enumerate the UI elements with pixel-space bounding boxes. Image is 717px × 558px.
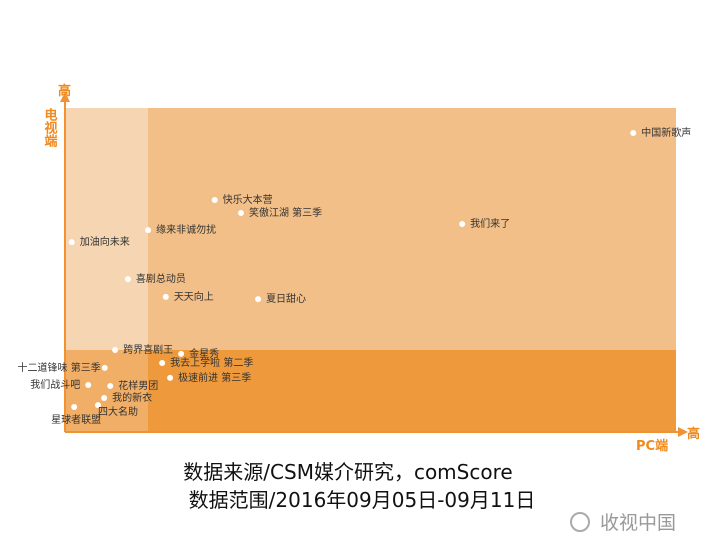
- point-label: 喜剧总动员: [136, 272, 186, 285]
- point: [124, 276, 131, 283]
- zone-bottom: [148, 350, 676, 432]
- point: [178, 350, 185, 357]
- point: [145, 227, 152, 234]
- point-label: 极速前进 第三季: [178, 371, 251, 384]
- point-label: 花样男团: [118, 379, 158, 392]
- point-label: 笑傲江湖 第三季: [249, 206, 322, 219]
- point: [167, 374, 174, 381]
- point: [94, 402, 101, 409]
- point: [255, 296, 262, 303]
- source-note: 数据来源/CSM媒介研究，comScore: [183, 460, 512, 484]
- point-label: 快乐大本营: [223, 193, 273, 206]
- x-axis-label: PC端: [636, 438, 668, 454]
- x-arrow: [678, 427, 688, 437]
- point-label: 天天向上: [174, 290, 214, 303]
- point: [112, 347, 119, 354]
- point-label: 加油向未来: [80, 235, 130, 248]
- point-label: 十二道锋味 第三季: [18, 361, 101, 374]
- point: [211, 197, 218, 204]
- point-label: 我们战斗吧: [30, 378, 80, 391]
- y-arrow: [60, 92, 70, 102]
- point-label: 我的新衣: [112, 391, 152, 404]
- point: [68, 239, 75, 246]
- point: [107, 382, 114, 389]
- point: [459, 220, 466, 227]
- y-axis-label: 电视端: [42, 107, 58, 148]
- x-high-label: 高: [687, 426, 700, 442]
- point-label: 金星秀: [189, 347, 219, 360]
- point-label: 中国新歌声: [641, 126, 691, 139]
- point: [71, 404, 78, 411]
- point: [162, 293, 169, 300]
- point-label: 我们来了: [470, 217, 510, 230]
- point-label: 跨界喜剧王: [123, 343, 173, 356]
- point: [237, 209, 244, 216]
- zone-left: [65, 108, 148, 350]
- point-label: 缘来非诚勿扰: [156, 223, 216, 236]
- point: [159, 359, 166, 366]
- point-label: 星球者联盟: [51, 413, 101, 426]
- point: [85, 382, 92, 389]
- range-note: 数据范围/2016年09月05日-09月11日: [189, 488, 536, 512]
- point: [101, 394, 108, 401]
- point-label: 我去上学啦 第二季: [170, 356, 253, 369]
- point: [630, 129, 637, 136]
- point-label: 夏日甜心: [266, 292, 306, 305]
- watermark: 收视中国: [600, 512, 676, 534]
- zone-corner: [65, 350, 148, 432]
- watermark-icon: [570, 512, 590, 532]
- point: [101, 364, 108, 371]
- y-high-label: 高: [58, 83, 71, 99]
- point-label: 四大名助: [98, 405, 138, 418]
